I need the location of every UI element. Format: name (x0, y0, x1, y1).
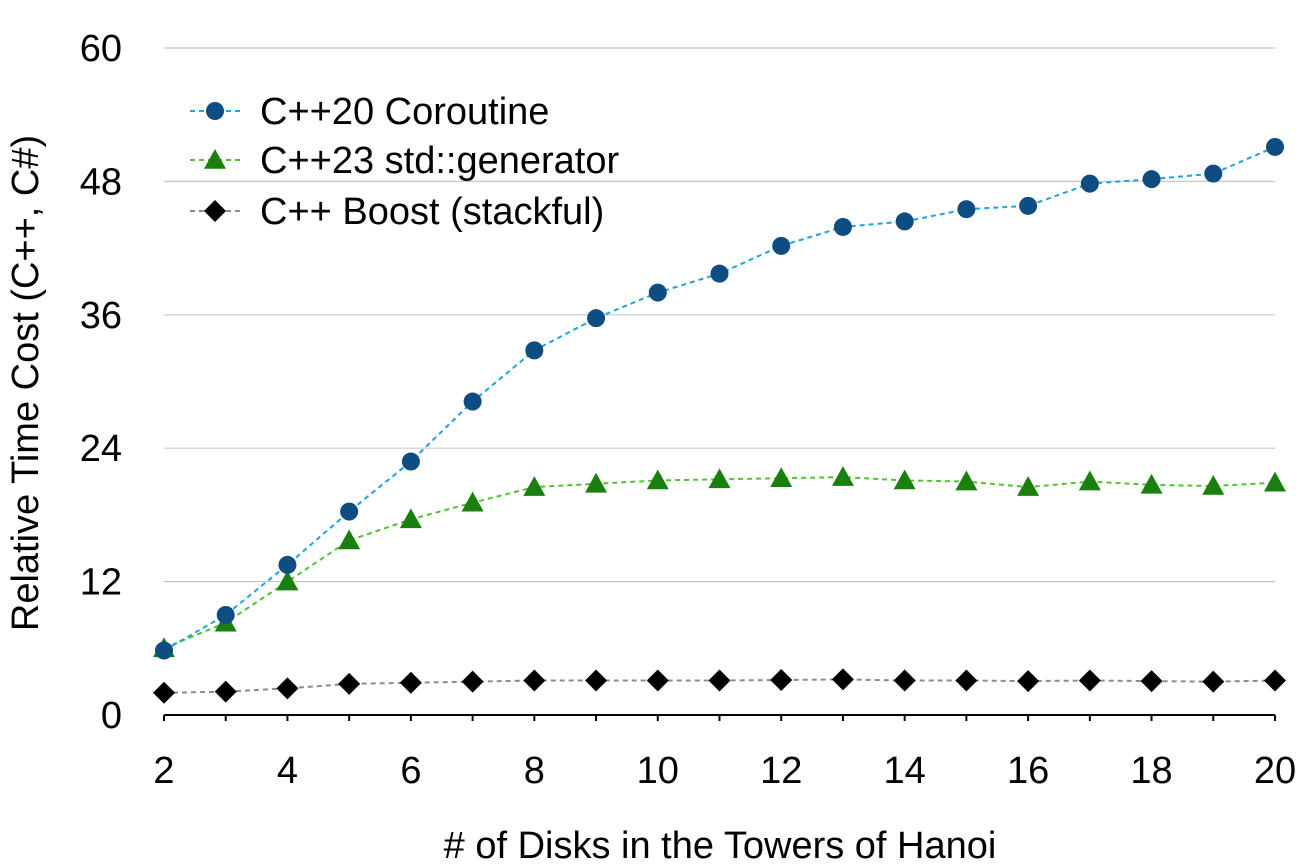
y-tick-label: 60 (80, 28, 122, 70)
legend-label: C++20 Coroutine (260, 91, 549, 133)
data-point (276, 677, 299, 700)
legend-marker (204, 149, 226, 169)
data-point (338, 672, 361, 695)
x-axis-label: # of Disks in the Towers of Hanoi (444, 825, 997, 867)
x-tick-label: 2 (153, 750, 174, 792)
legend-label: C++23 std::generator (260, 140, 619, 182)
data-point (155, 641, 173, 660)
data-point (523, 669, 546, 692)
data-point (646, 469, 669, 490)
data-point (1017, 476, 1040, 496)
legend-marker (204, 200, 226, 222)
x-tick-label: 20 (1254, 750, 1296, 792)
series-markers (153, 137, 1286, 704)
data-point (1078, 669, 1101, 692)
data-point (338, 529, 361, 550)
data-point (1266, 137, 1284, 156)
data-point (1140, 670, 1163, 693)
data-point (153, 681, 175, 704)
data-point (399, 671, 422, 694)
series-line (163, 476, 1276, 650)
data-point (1202, 474, 1225, 495)
data-point (833, 217, 852, 236)
data-point (216, 605, 235, 624)
data-point (525, 341, 544, 360)
x-tick-label: 4 (277, 750, 298, 792)
data-point (340, 502, 359, 521)
x-tick-label: 12 (760, 750, 802, 792)
data-point (1017, 670, 1040, 693)
data-point (276, 570, 299, 591)
data-point (772, 236, 791, 255)
data-point (278, 555, 297, 574)
data-point (831, 668, 854, 691)
data-point (710, 264, 729, 283)
x-tick-label: 18 (1130, 750, 1172, 792)
data-point (1204, 164, 1223, 183)
data-point (708, 669, 731, 692)
x-tick-label: 8 (524, 750, 545, 792)
data-point (955, 470, 978, 491)
data-point (957, 200, 976, 219)
x-tick-label: 14 (884, 750, 926, 792)
x-tick-label: 6 (400, 750, 421, 792)
y-tick-label: 48 (80, 161, 122, 203)
y-tick-label: 24 (80, 428, 122, 470)
data-point (831, 466, 854, 486)
data-point (955, 669, 978, 692)
x-tick-labels: 2 4 6 8 10 12 14 16 18 20 (153, 750, 1296, 792)
y-tick-labels: 0 12 24 36 48 60 (80, 28, 122, 737)
data-point (646, 669, 669, 692)
data-point (461, 491, 484, 512)
data-point (585, 669, 608, 692)
data-point (1019, 196, 1038, 215)
data-point (895, 212, 914, 231)
data-point (461, 670, 484, 693)
y-axis-label: Relative Time Cost (C++, C#) (5, 135, 47, 631)
data-point (893, 669, 916, 692)
data-point (1080, 174, 1099, 193)
data-point (770, 668, 793, 691)
x-tick-label: 16 (1007, 750, 1049, 792)
data-point (648, 283, 667, 302)
y-tick-label: 36 (80, 295, 122, 337)
data-point (893, 469, 916, 490)
legend-label: C++ Boost (stackful) (260, 191, 604, 233)
data-point (708, 468, 731, 489)
x-tick-label: 10 (637, 750, 679, 792)
data-point (401, 452, 420, 471)
data-point (1264, 669, 1286, 692)
data-point (1264, 471, 1286, 492)
data-point (1140, 473, 1163, 494)
data-point (587, 309, 606, 328)
y-tick-label: 12 (80, 562, 122, 604)
x-axis (163, 714, 1276, 721)
data-point (1202, 670, 1225, 693)
y-tick-label: 0 (101, 695, 122, 737)
data-point (1142, 170, 1161, 189)
data-point (523, 476, 546, 496)
data-point (399, 508, 422, 529)
legend-marker (206, 102, 224, 120)
data-point (1078, 470, 1101, 491)
data-point (770, 467, 793, 488)
data-point (585, 472, 608, 493)
data-point (463, 392, 482, 411)
data-point (214, 680, 237, 703)
